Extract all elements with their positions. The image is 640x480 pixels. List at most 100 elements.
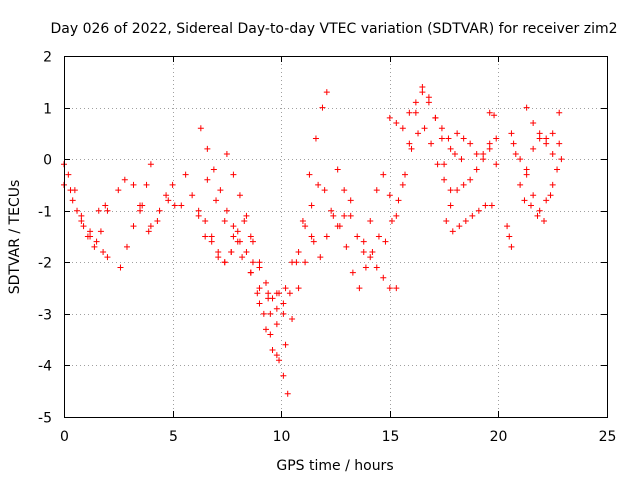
data-point (93, 238, 100, 245)
series-sat-q (334, 166, 400, 292)
data-point (321, 187, 328, 194)
data-point (308, 202, 315, 209)
data-point (402, 171, 409, 178)
data-point (276, 290, 283, 297)
data-point (373, 264, 380, 271)
data-point (480, 156, 487, 163)
data-point (536, 135, 543, 142)
data-point (462, 218, 469, 225)
data-point (328, 207, 335, 214)
data-point (104, 254, 111, 261)
data-point (182, 171, 189, 178)
data-point (247, 233, 254, 240)
data-point (269, 346, 276, 353)
data-points (61, 83, 565, 397)
y-tick-label: -1 (38, 205, 52, 221)
series-sat-ad (517, 156, 556, 214)
data-point (349, 269, 356, 276)
data-point (208, 233, 215, 240)
x-tick-label: 15 (382, 429, 400, 445)
data-point (458, 156, 465, 163)
y-tick-label: -4 (38, 359, 52, 375)
data-point (143, 181, 150, 188)
data-point (382, 238, 389, 245)
data-point (354, 233, 361, 240)
data-point (234, 228, 241, 235)
data-point (280, 310, 287, 317)
data-point (282, 285, 289, 292)
data-point (330, 212, 337, 219)
data-point (506, 233, 513, 240)
data-point (447, 202, 454, 209)
series-sat-d (117, 161, 154, 271)
data-point (319, 104, 326, 111)
data-point (230, 233, 237, 240)
data-point (399, 181, 406, 188)
data-point (441, 176, 448, 183)
data-point (202, 233, 209, 240)
data-point (412, 99, 419, 106)
data-point (163, 192, 170, 199)
data-point (230, 223, 237, 230)
y-tick-label: 1 (43, 102, 52, 118)
data-point (280, 372, 287, 379)
data-point (267, 310, 274, 317)
data-point (393, 212, 400, 219)
data-point (230, 171, 237, 178)
data-point (223, 150, 230, 157)
x-tick-label: 5 (169, 429, 178, 445)
data-point (549, 130, 556, 137)
data-point (265, 290, 272, 297)
data-point (375, 233, 382, 240)
data-point (493, 135, 500, 142)
data-point (493, 161, 500, 168)
data-point (130, 223, 137, 230)
data-point (284, 390, 291, 397)
series-sat-v (447, 140, 500, 209)
data-point (432, 114, 439, 121)
data-point (334, 166, 341, 173)
data-point (341, 212, 348, 219)
data-point (97, 228, 104, 235)
data-point (221, 259, 228, 266)
data-point (386, 192, 393, 199)
data-point (554, 166, 561, 173)
data-point (256, 264, 263, 271)
data-point (360, 238, 367, 245)
data-point (512, 150, 519, 157)
data-point (517, 181, 524, 188)
data-point (425, 99, 432, 106)
data-point (447, 145, 454, 152)
data-point (456, 223, 463, 230)
chart-title: Day 026 of 2022, Sidereal Day-to-day VTE… (51, 21, 618, 37)
data-point (399, 125, 406, 132)
data-point (434, 161, 441, 168)
data-point (438, 125, 445, 132)
series-sat-f (137, 181, 185, 235)
data-point (536, 207, 543, 214)
x-tick-label: 25 (599, 429, 617, 445)
data-point (527, 202, 534, 209)
data-point (243, 248, 250, 255)
data-point (269, 295, 276, 302)
x-tick-label: 0 (60, 429, 69, 445)
data-point (547, 192, 554, 199)
data-point (558, 156, 565, 163)
data-point (386, 114, 393, 121)
series-sat-c (65, 171, 111, 250)
data-point (80, 223, 87, 230)
data-point (362, 264, 369, 271)
series-sat-s (382, 125, 454, 245)
data-point (323, 89, 330, 96)
x-axis-label: GPS time / hours (276, 458, 393, 474)
series-sat-n (267, 89, 330, 328)
data-point (445, 135, 452, 142)
series-sat-h (197, 125, 256, 266)
series-sat-ac (523, 104, 563, 142)
data-point (517, 156, 524, 163)
data-point (289, 259, 296, 266)
data-point (369, 248, 376, 255)
data-point (482, 202, 489, 209)
data-point (543, 135, 550, 142)
data-point (273, 352, 280, 359)
